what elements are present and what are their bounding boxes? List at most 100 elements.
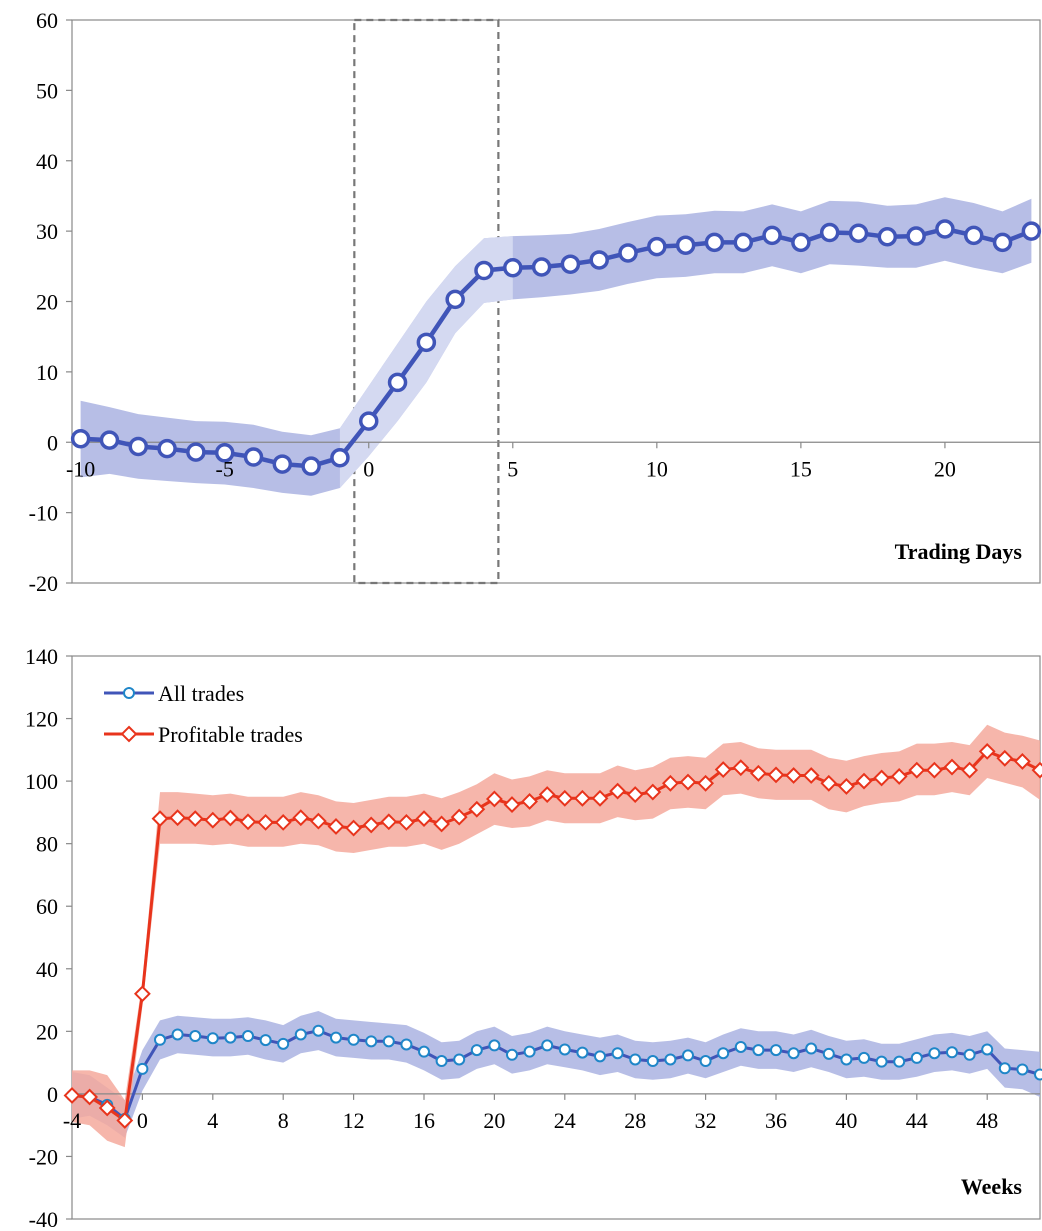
x-tick-label: -5 [216, 456, 234, 481]
data-point [717, 1047, 730, 1060]
data-point [963, 225, 984, 246]
data-point [154, 1033, 166, 1046]
data-point [819, 222, 840, 243]
data-point [822, 1047, 835, 1060]
data-point [873, 769, 891, 787]
y-tick-label: 20 [36, 290, 58, 315]
data-point [787, 1047, 800, 1060]
y-tick-label: 0 [47, 1082, 58, 1107]
data-point [943, 758, 961, 776]
x-tick-label: 0 [363, 456, 374, 481]
x-tick-label: 10 [646, 456, 668, 481]
legend-item-profitable-trades: Profitable trades [104, 722, 303, 747]
data-point [928, 1047, 941, 1060]
x-tick-label: 44 [906, 1108, 928, 1133]
data-point [365, 1035, 378, 1048]
x-tick-label: 4 [207, 1108, 218, 1133]
data-point [714, 761, 732, 778]
x-axis-title: Trading Days [895, 539, 1023, 564]
data-point [910, 1051, 923, 1064]
data-point [906, 226, 926, 246]
data-point [98, 1099, 116, 1117]
data-point [961, 761, 979, 779]
data-point [946, 1046, 958, 1059]
data-point [450, 808, 468, 826]
data-point [890, 768, 908, 785]
legend-label-profitable-trades: Profitable trades [158, 722, 303, 747]
data-point [647, 236, 667, 257]
data-point [767, 766, 785, 784]
data-point [257, 813, 275, 831]
data-point [116, 1112, 134, 1129]
series-line [80, 226, 1033, 469]
data-point [133, 985, 151, 1003]
y-tick-label: -10 [29, 501, 58, 526]
x-tick-label: 40 [835, 1108, 857, 1133]
data-point [387, 372, 408, 393]
data-point [301, 456, 321, 476]
plot-frame [71, 655, 1041, 1220]
data-point [699, 1055, 712, 1068]
data-point [521, 793, 539, 810]
data-point [1034, 1068, 1042, 1081]
data-point [171, 1028, 184, 1041]
event-window-rect [353, 18, 500, 585]
data-point [330, 1031, 342, 1044]
data-point [358, 411, 379, 431]
data-point [206, 1032, 219, 1045]
x-tick-label: -10 [66, 456, 95, 481]
data-point [347, 1033, 360, 1046]
x-tick-label: 28 [624, 1108, 646, 1133]
data-point [81, 1088, 99, 1106]
data-point [99, 430, 120, 450]
legend-marker-all-trades [123, 687, 135, 699]
x-axis-title: Weeks [961, 1174, 1023, 1199]
data-point [523, 1045, 536, 1058]
confidence-band [72, 724, 1040, 1148]
data-point [646, 1055, 659, 1068]
data-point [435, 1055, 448, 1068]
legend-marker-profitable-trades [120, 725, 138, 743]
data-point [963, 1048, 976, 1061]
data-point [1021, 221, 1042, 241]
data-point [925, 761, 943, 779]
data-point [752, 1044, 765, 1057]
data-point [128, 436, 149, 457]
data-point [382, 1035, 395, 1048]
data-point [488, 1039, 501, 1052]
data-point [893, 1055, 906, 1068]
x-tick-label: 36 [765, 1108, 787, 1133]
data-point [157, 438, 177, 459]
data-point [330, 447, 350, 468]
x-tick-label: 20 [934, 456, 956, 481]
x-tick-label: 0 [137, 1108, 148, 1133]
x-tick-label: 5 [507, 456, 518, 481]
data-point [416, 332, 437, 353]
x-tick-label: 16 [413, 1108, 435, 1133]
data-point [576, 1046, 589, 1059]
legend-label-all-trades: All trades [158, 681, 244, 706]
data-point [734, 1040, 747, 1053]
data-point [186, 810, 204, 828]
trading-days-chart: -20 -10 0 10 20 30 40 50 60 -10 -5 0 5 10 15 20 Tradin… [29, 8, 1042, 596]
y-tick-label: 140 [25, 644, 58, 669]
y-tick-label: 0 [47, 430, 58, 455]
data-point [292, 809, 310, 827]
data-point [274, 813, 292, 831]
data-point [242, 1030, 254, 1043]
data-point [629, 1053, 642, 1066]
y-tick-label: 50 [36, 78, 58, 103]
data-point [820, 774, 838, 792]
data-point [749, 764, 767, 782]
data-point [70, 428, 91, 449]
data-point [345, 819, 363, 837]
data-point [189, 1030, 202, 1043]
x-tick-label: 20 [483, 1108, 505, 1133]
data-point [875, 1055, 888, 1068]
data-point [733, 232, 754, 253]
data-point [908, 761, 926, 779]
data-point [704, 232, 725, 253]
data-point [609, 782, 627, 800]
data-point [541, 1039, 554, 1052]
